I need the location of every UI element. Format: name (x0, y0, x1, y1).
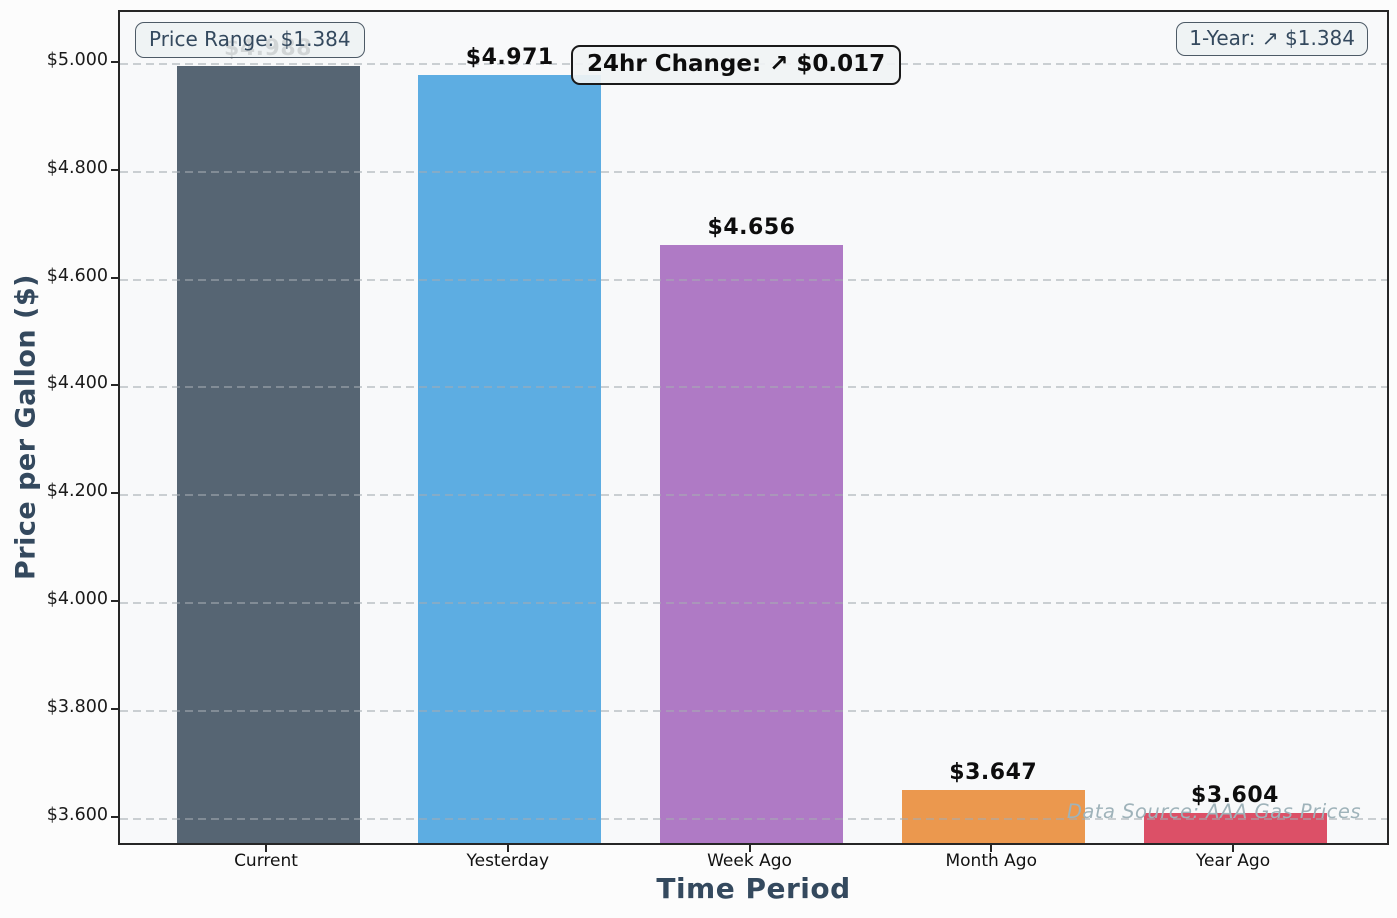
y-axis-tick-label: $4.400 (46, 373, 108, 394)
x-tick-mark (1232, 845, 1234, 852)
data-source-note: Data Source: AAA Gas Prices (1066, 800, 1361, 823)
x-tick-mark (265, 845, 267, 852)
gridline (120, 602, 1387, 605)
gridline (120, 278, 1387, 281)
bar-value-label: $4.971 (465, 45, 554, 71)
x-axis-tick-label: Week Ago (707, 851, 792, 871)
annotation-price-range: Price Range: $1.384 (135, 22, 365, 58)
y-tick-mark (111, 708, 118, 711)
y-axis-tick-label: $5.000 (46, 49, 108, 70)
gridline (120, 494, 1387, 497)
plot-area: $4.988$4.971$4.656$3.647$3.604 (118, 10, 1389, 845)
y-tick-mark (111, 60, 118, 63)
y-tick-mark (111, 276, 118, 279)
bar-value-label: $3.647 (949, 759, 1038, 785)
y-axis-tick-label: $4.000 (46, 589, 108, 610)
y-axis-tick-label: $3.600 (46, 804, 108, 825)
bar-yesterday (418, 75, 602, 843)
bar-year-ago (1143, 812, 1327, 843)
bar-current (176, 66, 360, 843)
y-axis-tick-label: $4.200 (46, 481, 108, 502)
y-tick-mark (111, 168, 118, 171)
bar-month-ago (901, 789, 1085, 843)
x-tick-mark (748, 845, 751, 852)
bar-value-label: $4.656 (707, 215, 796, 241)
y-axis-tick-label: $3.800 (46, 697, 108, 718)
gridline (120, 170, 1387, 173)
x-axis-tick-label: Month Ago (945, 851, 1037, 871)
x-axis-tick-label: Yesterday (466, 851, 550, 871)
y-tick-mark (111, 815, 118, 818)
y-tick-mark (111, 600, 118, 603)
y-axis-tick-label: $4.800 (46, 157, 108, 178)
x-tick-mark (990, 845, 993, 852)
gridline (120, 817, 1387, 820)
annotation-1-year: 1-Year: ↗ $1.384 (1176, 22, 1368, 56)
gridline (120, 386, 1387, 389)
y-axis-title: Price per Gallon ($) (10, 274, 42, 580)
y-axis-tick-label: $4.600 (46, 265, 108, 286)
x-axis-tick-label: Year Ago (1195, 851, 1271, 871)
x-axis-title: Time Period (656, 872, 851, 905)
x-tick-mark (506, 845, 509, 852)
y-tick-mark (111, 384, 118, 387)
y-tick-mark (111, 492, 118, 495)
bar-value-label: $3.604 (1191, 782, 1279, 808)
bar-week-ago (660, 245, 843, 843)
x-axis-tick-label: Current (234, 851, 298, 871)
gridline (120, 710, 1387, 713)
annotation-24hr-change: 24hr Change: ↗ $0.017 (571, 45, 902, 85)
